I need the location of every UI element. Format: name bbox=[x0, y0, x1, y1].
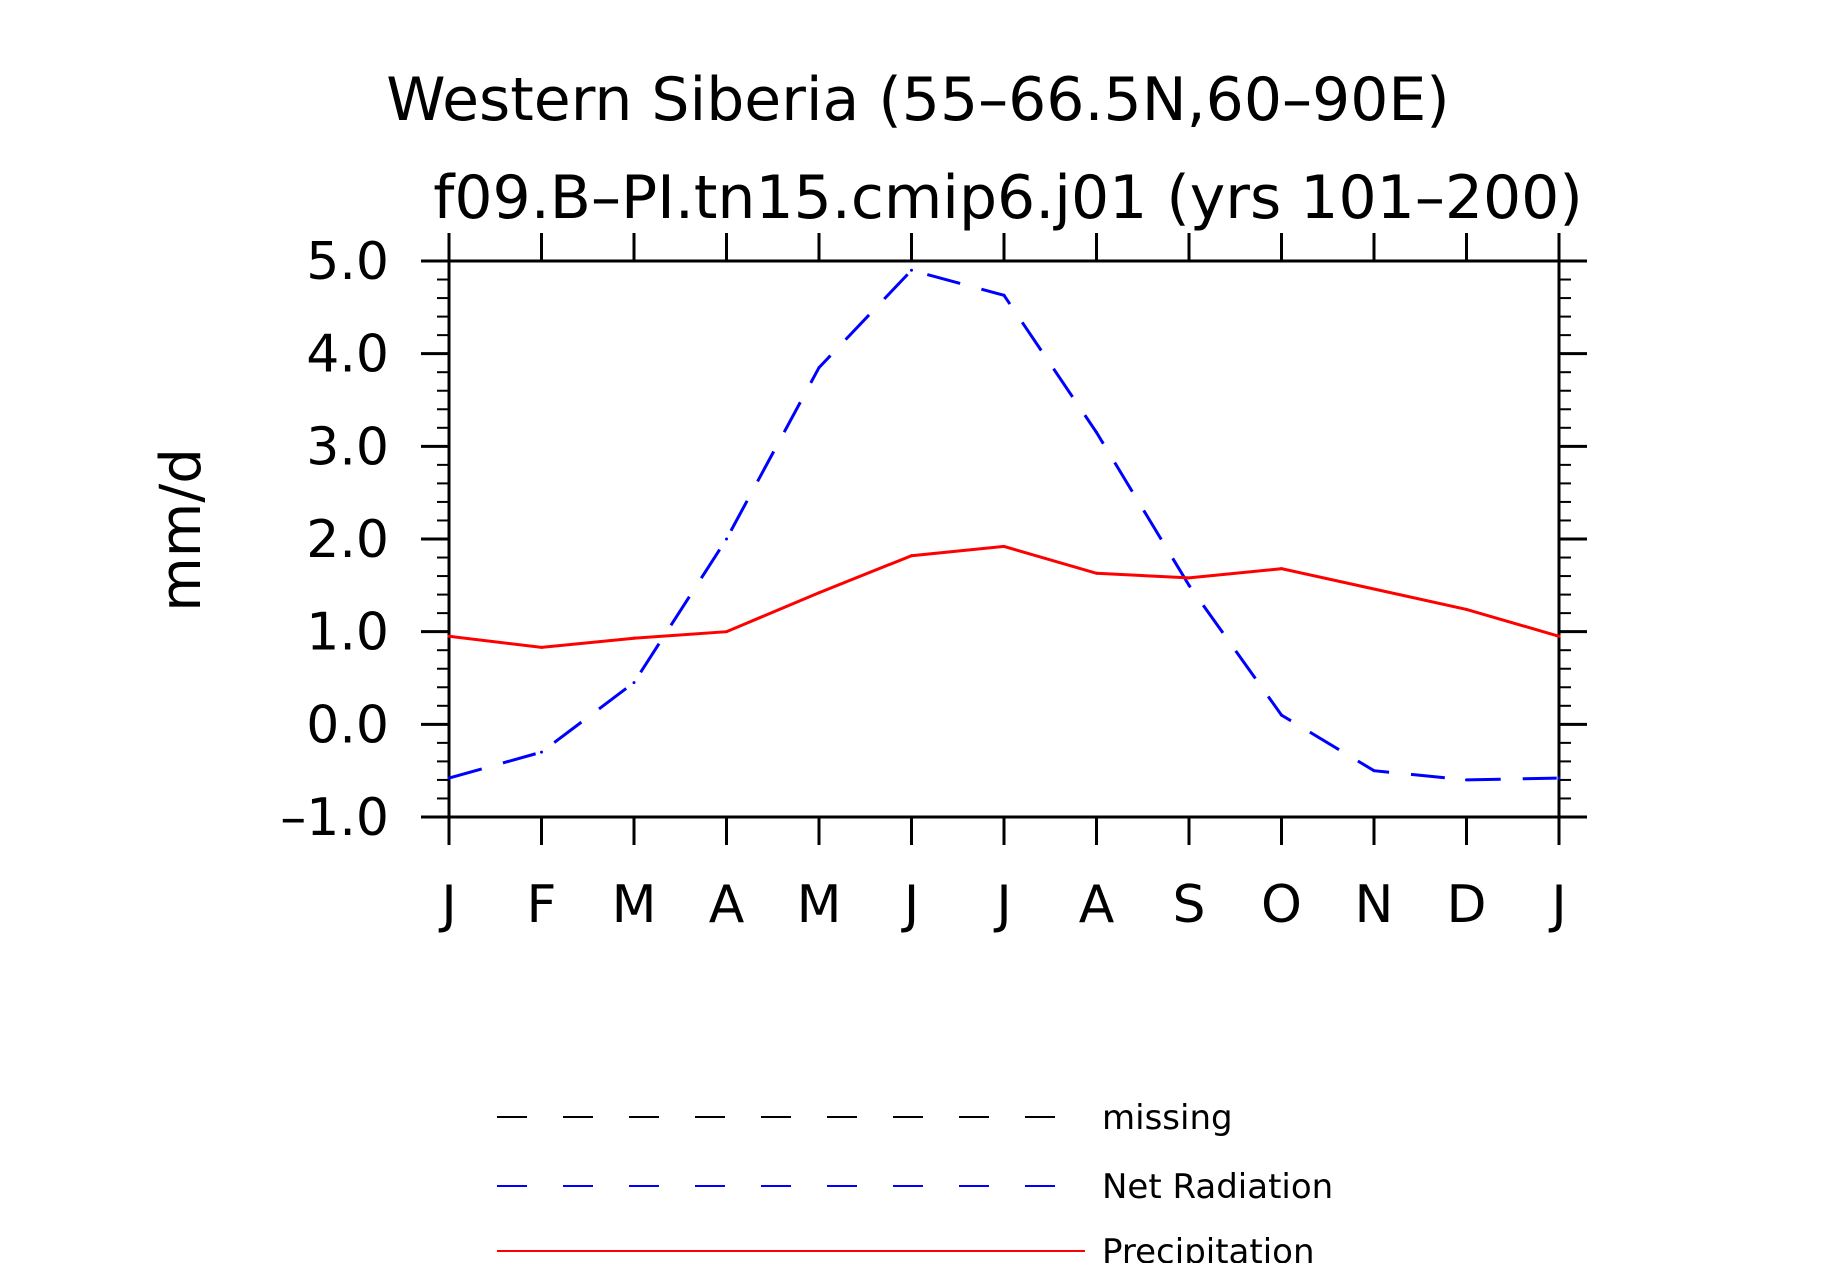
series-line-net-radiation bbox=[448, 268, 1560, 782]
series-lines bbox=[447, 268, 1561, 782]
x-tick-label: N bbox=[1355, 875, 1394, 935]
data-point-net-radiation bbox=[1002, 293, 1006, 297]
plot-frame bbox=[447, 259, 1561, 819]
data-point-net-radiation bbox=[817, 366, 821, 370]
data-point-net-radiation bbox=[540, 750, 543, 754]
data-point-precipitation bbox=[632, 636, 636, 640]
data-point-precipitation bbox=[447, 634, 451, 638]
data-point-precipitation bbox=[1557, 634, 1561, 638]
y-tick-label: 0.0 bbox=[306, 695, 389, 755]
data-point-precipitation bbox=[910, 554, 913, 558]
y-axis-label: mm/d bbox=[149, 448, 214, 612]
legend-label-net-radiation: Net Radiation bbox=[1102, 1167, 1333, 1207]
data-point-precipitation bbox=[1372, 587, 1376, 591]
y-tick-label: 4.0 bbox=[306, 325, 389, 385]
series-line-precipitation bbox=[448, 544, 1560, 649]
y-tick-label: 2.0 bbox=[306, 510, 389, 570]
data-point-precipitation bbox=[725, 630, 728, 634]
data-point-net-radiation bbox=[447, 776, 451, 780]
data-point-precipitation bbox=[1465, 607, 1468, 611]
x-tick-label: F bbox=[527, 875, 557, 935]
data-point-precipitation bbox=[540, 645, 543, 649]
legend-label-missing: missing bbox=[1102, 1098, 1233, 1138]
y-tick-labels: 5.0 4.0 3.0 2.0 1.0 0.0 –1.0 bbox=[280, 232, 389, 848]
legend: missing Net Radiation Precipitation bbox=[497, 1098, 1333, 1263]
data-point-precipitation bbox=[1002, 544, 1006, 548]
x-tick-label: J bbox=[993, 875, 1011, 935]
chart-title: Western Siberia (55–66.5N,60–90E) bbox=[386, 65, 1449, 135]
data-point-net-radiation bbox=[910, 268, 913, 272]
y-tick-label: –1.0 bbox=[280, 788, 389, 848]
data-point-net-radiation bbox=[1280, 713, 1283, 717]
data-point-net-radiation bbox=[1465, 778, 1468, 782]
data-point-net-radiation bbox=[1557, 776, 1561, 780]
data-point-precipitation bbox=[1187, 576, 1191, 580]
x-tick-label: J bbox=[901, 875, 919, 935]
data-point-net-radiation bbox=[1187, 583, 1191, 587]
data-point-net-radiation bbox=[1372, 769, 1376, 773]
x-tick-label: A bbox=[1079, 875, 1115, 935]
chart-subtitle: f09.B–PI.tn15.cmip6.j01 (yrs 101–200) bbox=[433, 163, 1583, 233]
x-tick-label: J bbox=[438, 875, 456, 935]
data-point-net-radiation bbox=[1095, 430, 1098, 434]
x-tick-label: J bbox=[1548, 875, 1566, 935]
y-tick-label: 3.0 bbox=[306, 417, 389, 477]
data-point-net-radiation bbox=[725, 537, 728, 541]
axis-ticks bbox=[421, 233, 1587, 845]
x-tick-label: D bbox=[1446, 875, 1486, 935]
x-tick-label: S bbox=[1172, 875, 1205, 935]
x-tick-label: A bbox=[709, 875, 745, 935]
y-tick-label: 5.0 bbox=[306, 232, 389, 292]
data-point-precipitation bbox=[1095, 571, 1098, 575]
legend-label-precipitation: Precipitation bbox=[1102, 1232, 1315, 1263]
data-point-precipitation bbox=[817, 591, 821, 595]
x-tick-label: M bbox=[797, 875, 842, 935]
y-tick-label: 1.0 bbox=[306, 603, 389, 663]
data-point-precipitation bbox=[1280, 567, 1283, 571]
data-point-net-radiation bbox=[632, 681, 636, 685]
x-tick-label: O bbox=[1261, 875, 1302, 935]
x-tick-label: M bbox=[612, 875, 657, 935]
